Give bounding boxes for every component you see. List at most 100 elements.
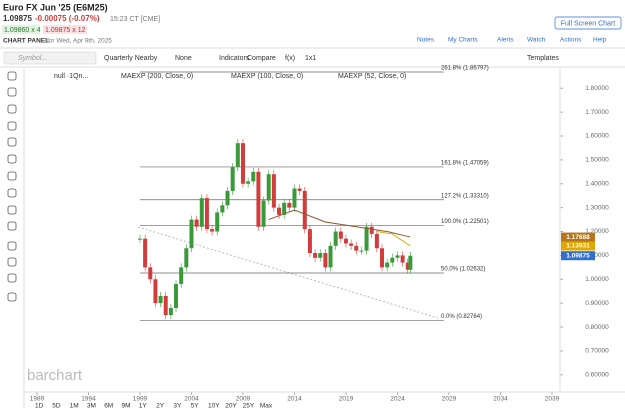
timeframe[interactable]: 25Y: [243, 403, 255, 408]
toolbar-item[interactable]: 1x1: [305, 55, 316, 62]
candle: [194, 219, 199, 227]
timeframe[interactable]: 3Y: [173, 403, 182, 408]
y-tick-label: 1.00000: [585, 276, 609, 283]
tool-icon[interactable]: [7, 137, 17, 147]
header-link[interactable]: Alerts: [497, 37, 514, 44]
candle: [318, 253, 323, 258]
fib-label: 50.0% (1.02632): [441, 267, 485, 273]
header-link[interactable]: My Charts: [448, 37, 478, 44]
timeframe[interactable]: 2Y: [156, 403, 165, 408]
y-tick-label: 1.30000: [585, 204, 609, 211]
candle: [256, 171, 261, 227]
x-tick-label: 1989: [30, 396, 45, 403]
tool-icon[interactable]: [7, 87, 17, 97]
price-badge: [561, 232, 595, 242]
x-tick-label: 2034: [493, 396, 508, 403]
timeframe[interactable]: 1D: [35, 403, 44, 408]
tool-icon[interactable]: [7, 205, 17, 215]
header-link[interactable]: Watch: [527, 37, 546, 44]
candle: [395, 255, 400, 258]
toolbar-item[interactable]: f(x): [285, 55, 295, 62]
timeframe[interactable]: 5D: [52, 403, 61, 408]
moving-average: [376, 231, 411, 247]
candle: [385, 262, 390, 268]
candle: [354, 245, 359, 251]
y-tick-label: 0.60000: [585, 372, 609, 379]
candle: [215, 212, 220, 232]
candle: [271, 174, 276, 208]
candle: [179, 267, 184, 285]
toolbar-item[interactable]: Compare: [247, 55, 276, 62]
timeframe[interactable]: 1M: [70, 403, 79, 408]
candle: [369, 226, 374, 234]
tool-icon[interactable]: [7, 273, 17, 283]
x-tick-label: 2014: [287, 396, 302, 403]
x-tick-label: 1994: [81, 396, 96, 403]
tool-icon[interactable]: [7, 221, 17, 231]
toolbar-item[interactable]: Quarterly Nearby: [104, 55, 158, 62]
timeframe[interactable]: 3M: [87, 403, 96, 408]
candle: [297, 188, 302, 191]
tool-icon[interactable]: [7, 257, 17, 267]
candle: [235, 143, 240, 168]
candle: [220, 205, 225, 213]
x-tick-label: 2024: [390, 396, 405, 403]
symbol-input[interactable]: [3, 51, 97, 65]
fib-label: 261.8% (1.86797): [441, 66, 489, 72]
candle: [240, 143, 245, 184]
candle: [313, 253, 318, 258]
header-link[interactable]: Actions: [560, 37, 582, 44]
quote-time: 15:23 CT [CME]: [110, 16, 160, 23]
candle: [189, 219, 194, 249]
y-tick-label: 1.20000: [585, 228, 609, 235]
x-tick-label: 2019: [339, 396, 354, 403]
price-badge: [561, 251, 595, 261]
candle: [204, 198, 209, 230]
tool-icon[interactable]: [7, 154, 17, 164]
timeframe[interactable]: 5Y: [191, 403, 200, 408]
tool-icon[interactable]: [7, 188, 17, 198]
y-tick-label: 1.60000: [585, 133, 609, 140]
price-badge-label: 1.09875: [566, 252, 590, 259]
candle: [405, 262, 410, 270]
legend-entry: MAEXP (200, Close, 0): [121, 73, 193, 80]
candle: [153, 279, 158, 304]
tool-icon[interactable]: [7, 104, 17, 114]
templates[interactable]: Templates: [527, 55, 559, 62]
candle: [307, 229, 312, 254]
candle: [390, 257, 395, 263]
toolbar-item[interactable]: None: [175, 55, 192, 62]
timeframe[interactable]: 9M: [122, 403, 131, 408]
tool-icon[interactable]: [7, 241, 17, 251]
watermark: barchart: [27, 367, 83, 384]
header-link[interactable]: Notes: [417, 37, 435, 44]
timeframe[interactable]: 1Y: [139, 403, 148, 408]
price-change: -0.00075 (-0.07%): [35, 14, 100, 23]
y-tick-label: 1.70000: [585, 109, 609, 116]
candle: [292, 188, 297, 208]
y-tick-label: 1.10000: [585, 252, 609, 259]
tool-icon[interactable]: [7, 71, 17, 81]
y-tick-label: 0.90000: [585, 300, 609, 307]
candle: [148, 267, 153, 280]
tool-icon[interactable]: [7, 121, 17, 131]
instrument-title: Euro FX Jun '25 (E6M25): [3, 2, 108, 12]
fullscreen-button[interactable]: [554, 16, 622, 30]
toolbar-item[interactable]: Indicators: [219, 55, 250, 62]
candle: [266, 174, 271, 201]
fib-label: 0.0% (0.82764): [441, 314, 482, 320]
candle: [210, 229, 215, 232]
candle: [261, 200, 266, 227]
tool-icon[interactable]: [7, 171, 17, 181]
legend-entry: MAEXP (52, Close, 0): [338, 73, 406, 80]
timeframe[interactable]: 10Y: [208, 403, 220, 408]
price-badge-label: 1.13931: [566, 243, 590, 250]
timeframe[interactable]: 6M: [104, 403, 113, 408]
timeframe[interactable]: Max: [260, 403, 273, 408]
fib-label: 100.0% (1.22501): [441, 219, 489, 225]
timeframe[interactable]: 20Y: [225, 403, 237, 408]
header-link[interactable]: Help: [593, 37, 607, 44]
y-tick-label: 0.70000: [585, 348, 609, 355]
tool-icon[interactable]: [7, 292, 17, 302]
